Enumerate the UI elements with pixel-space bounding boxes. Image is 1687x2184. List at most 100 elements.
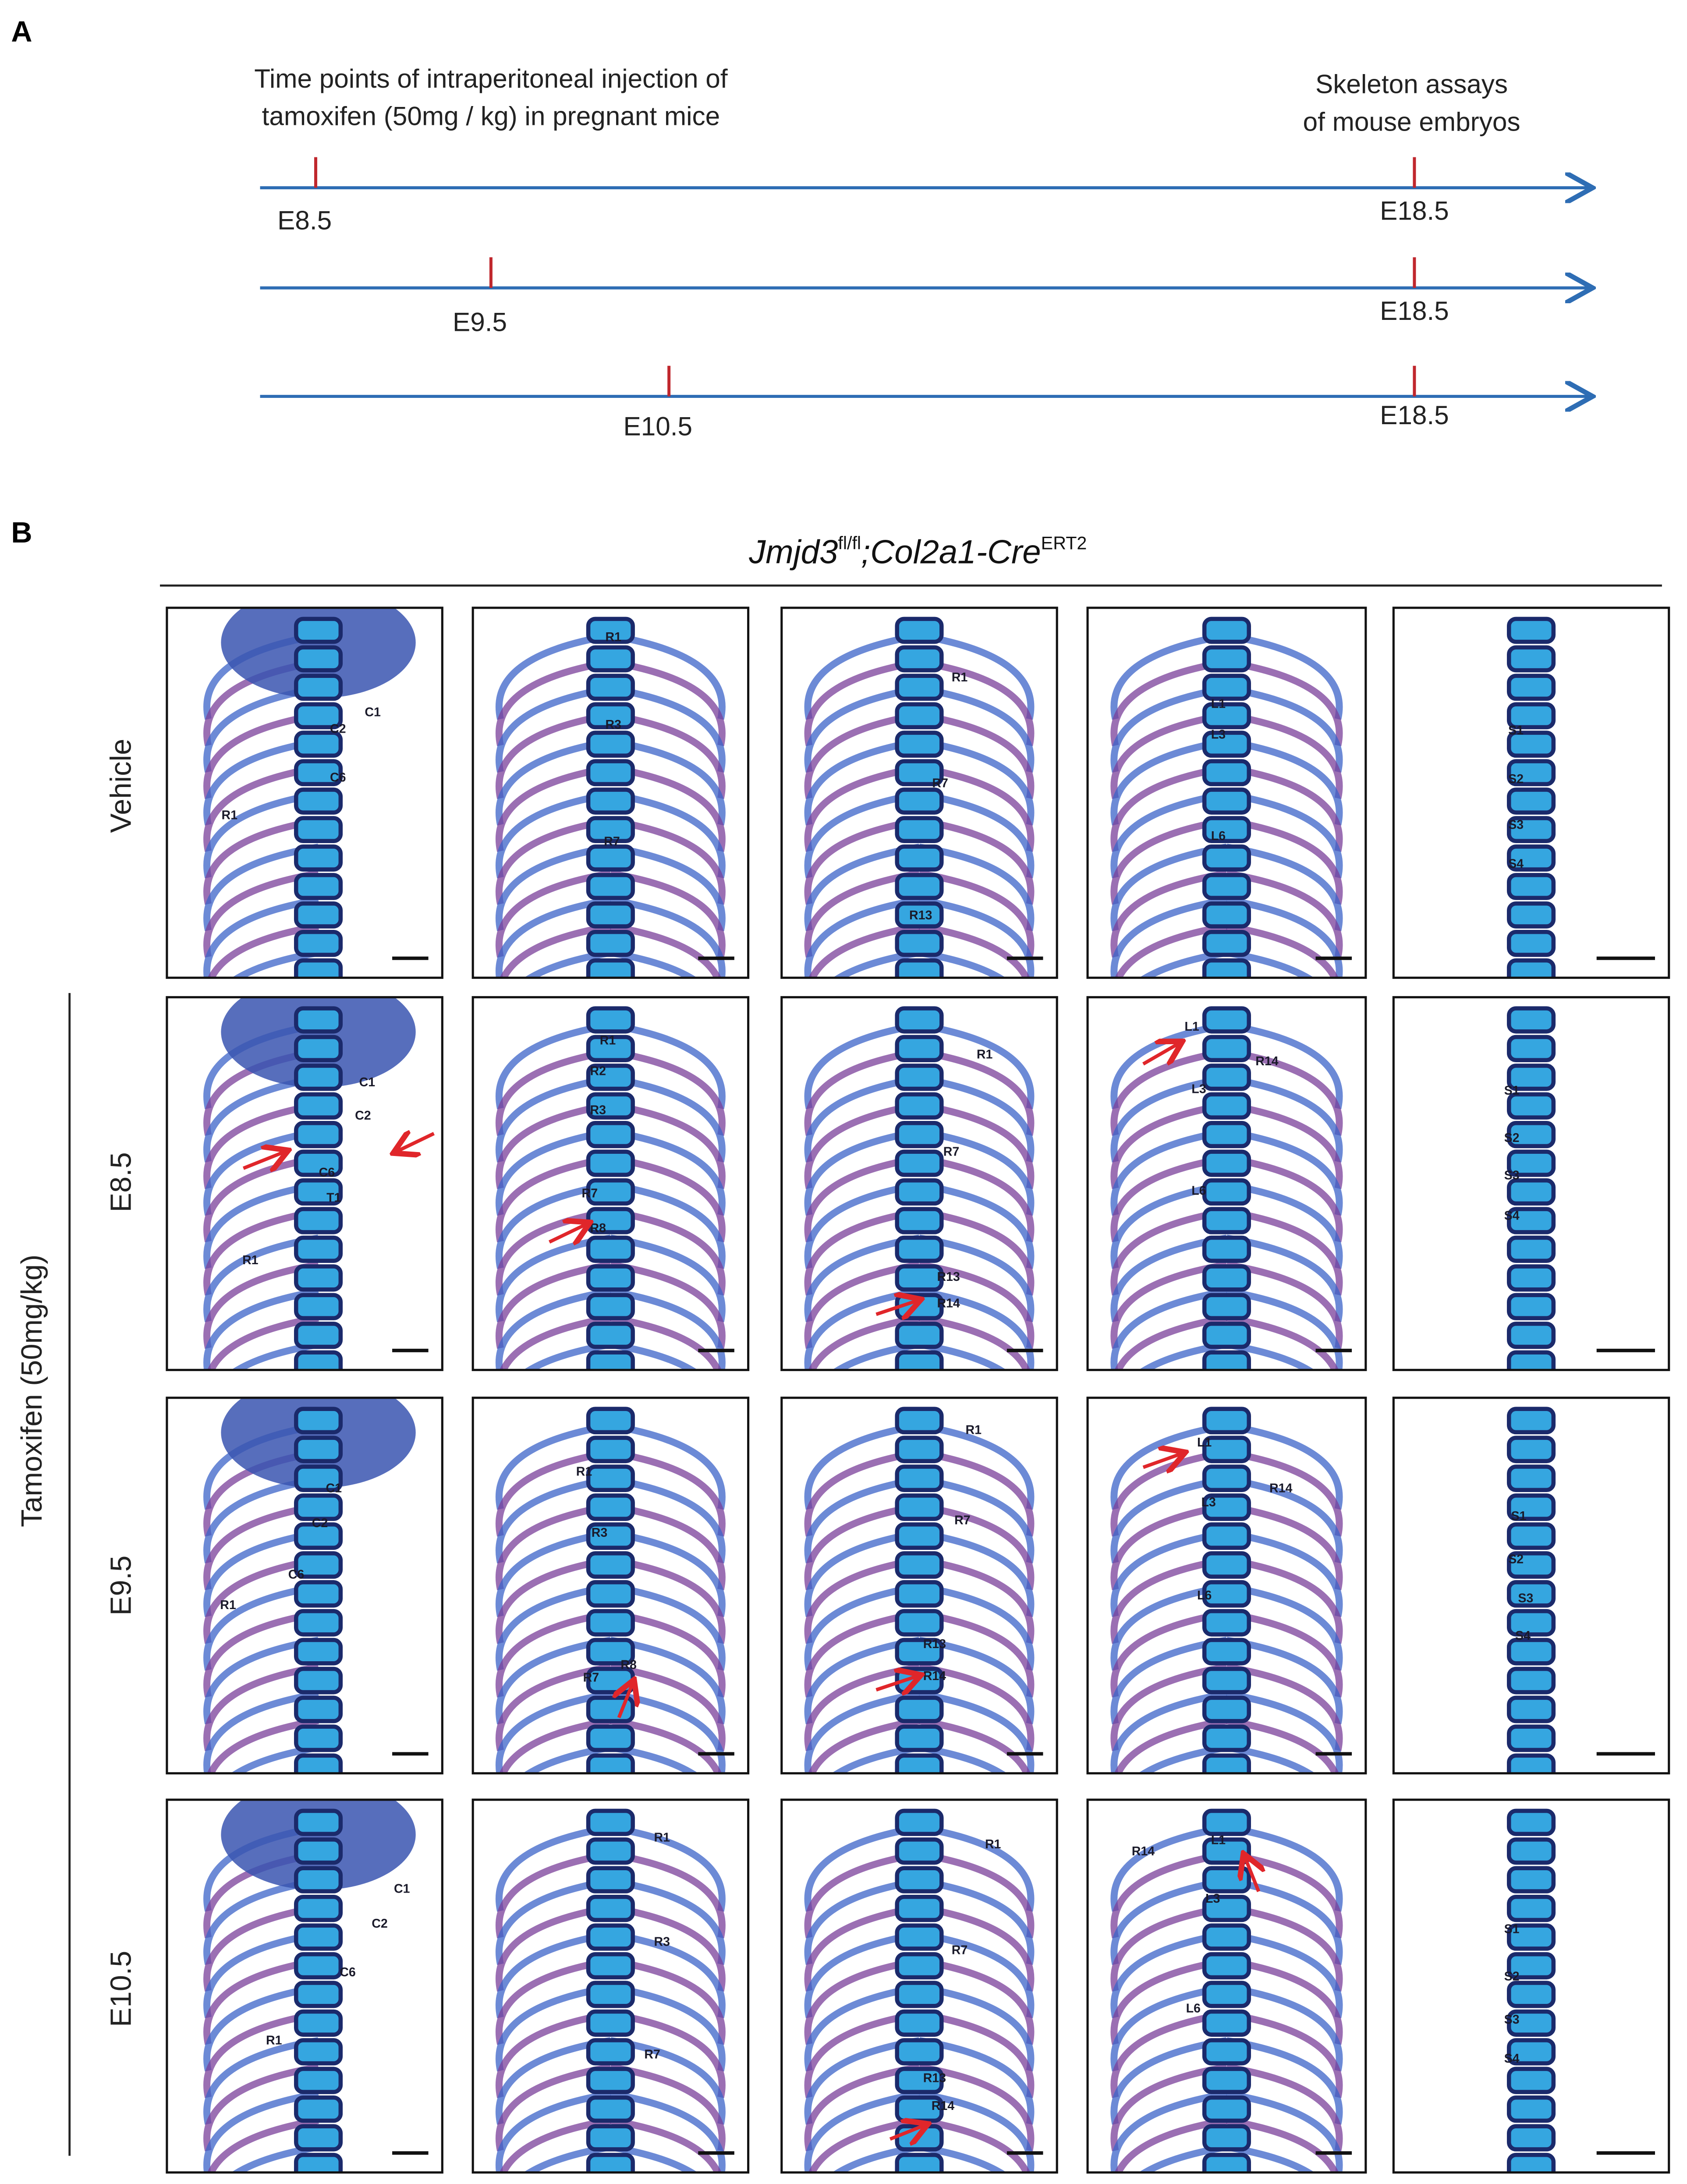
vertebra [586, 1638, 635, 1666]
vertebra [895, 2067, 944, 2094]
vertebra [1202, 930, 1251, 957]
vertebra [1506, 1121, 1556, 1149]
rib [1226, 870, 1343, 958]
rib [804, 1101, 920, 1189]
vertebra [1202, 873, 1251, 900]
vertebra [1202, 787, 1251, 815]
photo-frame [780, 606, 1058, 979]
structure-label: L1 [1184, 1020, 1199, 1034]
vertebra [1202, 1522, 1251, 1550]
rib [804, 1957, 920, 2045]
rib [804, 1824, 920, 1912]
vertebra [1202, 958, 1251, 978]
vertebra [586, 901, 635, 929]
rib [207, 1717, 319, 1773]
vertebra [895, 1609, 944, 1637]
rib [918, 1101, 1035, 1189]
vertebra [1202, 1866, 1251, 1893]
vertebra [1202, 1638, 1251, 1666]
vertebra [1202, 1952, 1251, 1980]
rib [203, 1261, 319, 1349]
vertebra [586, 1006, 635, 1034]
rib [495, 1101, 611, 1189]
vertebra [1506, 1322, 1556, 1349]
vertebra [294, 1753, 343, 1773]
vertebra [1506, 759, 1556, 787]
rib [804, 2090, 920, 2173]
rib [231, 1341, 319, 1370]
rib [1110, 1583, 1227, 1671]
rib [918, 1208, 1035, 1296]
structure-label: R13 [909, 908, 932, 922]
rib [1110, 658, 1227, 746]
vertebra [294, 1178, 343, 1206]
rib [1110, 1556, 1227, 1644]
vertebra [1202, 1235, 1251, 1263]
vertebra [294, 901, 343, 929]
rib [598, 2170, 610, 2173]
vertebra [1506, 702, 1556, 730]
rib [230, 1744, 319, 1773]
rib [1226, 1556, 1343, 1644]
rib [1226, 2010, 1343, 2098]
rib [495, 1503, 611, 1591]
vertebra [895, 1064, 944, 1091]
skeleton-photo [1086, 1397, 1367, 1775]
rib [808, 1717, 920, 1773]
rib [203, 1556, 319, 1644]
photo-frame [471, 996, 750, 1371]
rib [804, 870, 920, 958]
rib [1226, 1637, 1343, 1725]
rib [610, 658, 726, 746]
rib [1114, 2117, 1227, 2173]
vertebra [294, 1092, 343, 1120]
vertebra [586, 1121, 635, 1149]
vertebra [1506, 2067, 1556, 2094]
structure-label: R3 [590, 1103, 606, 1117]
skeleton-art [804, 617, 1035, 978]
vertebra [586, 1035, 635, 1063]
rib [918, 1851, 1035, 1939]
rib [610, 1690, 726, 1773]
rib [1226, 1663, 1343, 1751]
vertebra [294, 617, 343, 644]
structure-label: S4 [1504, 1209, 1520, 1223]
skeleton-art [1506, 1006, 1556, 1370]
vertebra [294, 1666, 343, 1695]
row-label: E10.5 [105, 1951, 137, 2027]
rib [1110, 1208, 1227, 1296]
vertebra [586, 617, 635, 644]
vertebra [1202, 2124, 1251, 2152]
rib [804, 1234, 920, 1322]
vertebra [586, 1436, 635, 1464]
rib [808, 1314, 920, 1370]
rib [804, 658, 920, 746]
rib [610, 1744, 698, 1773]
vertebra [1202, 1666, 1251, 1695]
rib [495, 1529, 611, 1617]
vertebra [1506, 1837, 1556, 1865]
rib [495, 1074, 611, 1163]
rib [203, 1475, 319, 1564]
driver-sup: ERT2 [1041, 533, 1087, 553]
vertebra [895, 1092, 944, 1120]
rib [499, 1717, 611, 1773]
rib [610, 1208, 726, 1296]
vertebra [586, 1407, 635, 1435]
vertebra [294, 2067, 343, 2094]
vertebra [1202, 1064, 1251, 1091]
vertebra [1202, 1207, 1251, 1234]
vertebra [586, 2067, 635, 2094]
rib [1110, 2063, 1227, 2152]
rib [1226, 1128, 1343, 1216]
rib [203, 896, 319, 978]
skeleton-art [495, 1407, 726, 1773]
structure-label: S1 [1504, 1084, 1520, 1098]
rib [610, 1048, 726, 1136]
photo-frame [166, 1798, 443, 2174]
rib [918, 817, 1035, 905]
vertebra [895, 1580, 944, 1608]
structure-label: L3 [1191, 1082, 1206, 1096]
photo-frame [780, 996, 1058, 1371]
structure-label: R3 [605, 718, 621, 732]
